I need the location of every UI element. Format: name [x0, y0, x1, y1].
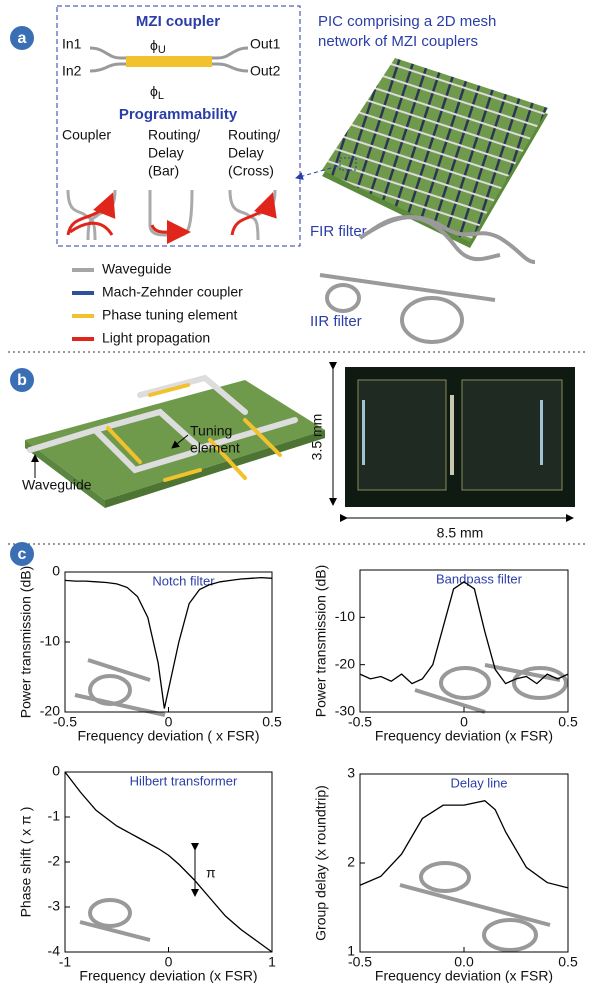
prog-label: Routing/ [148, 127, 200, 143]
chart-title: Bandpass filter [436, 571, 523, 586]
legend-label: Light propagation [102, 330, 210, 346]
photo-detail [540, 400, 543, 465]
x-tick-label: 0.5 [558, 954, 578, 970]
y-tick-label: 1 [347, 943, 355, 959]
data-line [360, 801, 568, 888]
prog-title: Programmability [119, 106, 238, 123]
legend: Waveguide Mach-Zehnder coupler Phase tunin… [72, 261, 243, 346]
legend-label: Waveguide [102, 261, 172, 277]
panel-label: a [18, 30, 27, 47]
tuning-label: Tuning [190, 423, 232, 439]
x-axis-label: Frequency deviation ( x FSR) [77, 728, 259, 744]
plot-frame [360, 774, 568, 952]
x-axis-label: Frequency deviation (x FSR) [79, 968, 257, 983]
x-tick-label: -1 [59, 954, 72, 970]
pic-title: network of MZI couplers [318, 33, 478, 50]
photo-detail [450, 395, 454, 475]
y-axis-label: Power transmission (dB) [313, 565, 329, 718]
figure: a MZI coupler ϕU ϕL In1 In2 Out1 Out2 Pr… [0, 0, 595, 983]
prog-label: Delay [148, 145, 184, 161]
y-axis-label: Group delay (x roundtrip) [313, 785, 329, 941]
y-tick-label: -1 [48, 808, 61, 824]
x-axis-label: Frequency deviation (x FSR) [375, 728, 553, 744]
y-axis-label: Phase shift ( x π ) [18, 807, 34, 918]
phase-element [126, 56, 212, 67]
phi: ϕ [150, 37, 158, 53]
phi-lower: ϕL [150, 83, 164, 102]
port-label: In1 [62, 36, 82, 52]
phi: ϕ [150, 83, 158, 99]
mzi-title: MZI coupler [136, 13, 220, 30]
y-tick-label: 0 [52, 563, 60, 579]
pic-title: PIC comprising a 2D mesh [318, 13, 496, 30]
mesh-chip [322, 58, 548, 242]
y-tick-label: 2 [347, 854, 355, 870]
port-label: Out1 [250, 36, 281, 52]
tuning-label: element [190, 440, 240, 456]
photo-cell [462, 380, 562, 490]
x-tick-label: 1 [268, 954, 276, 970]
x-axis-label: Frequency deviation (x FSR) [375, 968, 553, 983]
dimension-label: 3.5 mm [309, 414, 325, 461]
chart-title: Hilbert transformer [130, 773, 238, 788]
port-label: Out2 [250, 63, 281, 79]
plot-frame [360, 570, 568, 712]
y-tick-label: -3 [48, 898, 61, 914]
y-tick-label: -4 [48, 943, 61, 959]
legend-label: Mach-Zehnder coupler [102, 284, 243, 300]
phi-sub: L [158, 90, 164, 102]
port-label: In2 [62, 63, 82, 79]
y-tick-label: 0 [52, 763, 60, 779]
data-line [65, 578, 272, 709]
y-tick-label: -20 [40, 703, 60, 719]
prog-icons [68, 190, 275, 240]
photo-detail [362, 400, 365, 465]
prog-label: (Cross) [228, 163, 274, 179]
legend-label: Phase tuning element [102, 307, 238, 323]
annotation: π [206, 865, 216, 881]
phi-upper: ϕU [150, 37, 166, 56]
prog-label: (Bar) [148, 163, 179, 179]
waveguide-label: Waveguide [22, 477, 92, 493]
phi-sub: U [158, 44, 166, 56]
prog-label: Coupler [62, 127, 111, 143]
x-tick-label: 0.5 [262, 714, 282, 730]
photo-cell [358, 380, 446, 490]
y-tick-label: 3 [347, 765, 355, 781]
fir-label: FIR filter [310, 223, 367, 240]
prog-label: Delay [228, 145, 264, 161]
dimension-label: 8.5 mm [437, 525, 484, 541]
chart-title: Delay line [450, 775, 507, 790]
y-axis-label: Power transmission (dB) [18, 566, 34, 719]
x-tick-label: 0.5 [558, 714, 578, 730]
prog-label: Routing/ [228, 127, 280, 143]
y-tick-label: -10 [335, 608, 355, 624]
panel-label: c [18, 546, 27, 563]
y-tick-label: -10 [40, 633, 60, 649]
y-tick-label: -2 [48, 853, 61, 869]
panel-label: b [17, 372, 27, 389]
iir-label: IIR filter [310, 313, 362, 330]
y-tick-label: -30 [335, 703, 355, 719]
y-tick-label: -20 [335, 655, 355, 671]
